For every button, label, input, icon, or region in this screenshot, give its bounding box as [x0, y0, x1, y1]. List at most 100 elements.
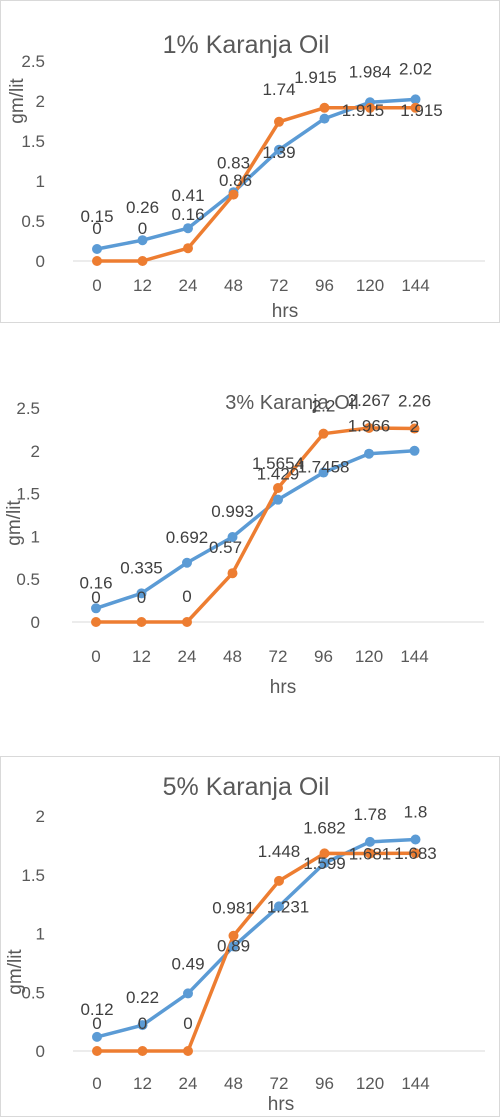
y-tick-label: 0: [31, 613, 40, 632]
y-tick-label: 1: [36, 172, 45, 191]
x-tick-label: 12: [133, 1074, 152, 1093]
data-label: 0.981: [212, 899, 255, 918]
data-label: 1.448: [258, 842, 301, 861]
y-tick-label: 0.5: [16, 570, 40, 589]
data-label: 0.12: [80, 1000, 113, 1019]
data-label: 1.5654: [252, 454, 304, 473]
data-label: 1.74: [262, 80, 295, 99]
data-label: 0.83: [217, 154, 250, 173]
series-line-1: [96, 97, 416, 251]
data-label: 0.89: [217, 936, 250, 955]
data-point: [183, 243, 193, 254]
data-point: [410, 94, 421, 105]
data-label: 0.16: [79, 573, 112, 592]
x-axis-label: hrs: [268, 1094, 294, 1115]
data-point: [92, 244, 102, 254]
data-point: [227, 531, 238, 542]
data-point: [319, 102, 330, 113]
x-tick-label: 24: [178, 647, 197, 666]
data-point: [274, 875, 284, 886]
data-label: 0: [137, 588, 146, 607]
data-label: 1.8: [404, 803, 428, 822]
data-label: 0: [91, 588, 100, 607]
x-tick-label: 48: [224, 1074, 243, 1093]
chart-panel-1: 1% Karanja Oil 0 0.5 1 1.5 2 2.5 0 12 24 48 72 96 12…: [0, 0, 500, 323]
data-label: 0.26: [126, 198, 159, 217]
data-label: 0.15: [80, 207, 113, 226]
data-point: [274, 116, 284, 127]
series-line-1: [95, 449, 415, 610]
data-point: [274, 901, 284, 912]
x-axis-label: hrs: [272, 301, 298, 322]
y-tick-label: 2: [36, 807, 45, 826]
x-tick-label: 0: [91, 647, 100, 666]
data-label: 2.26: [398, 392, 431, 411]
data-point: [183, 223, 193, 234]
x-tick-label: 72: [269, 647, 288, 666]
data-label: 1.681: [349, 844, 392, 863]
x-tick-label: 144: [401, 276, 429, 295]
data-label: 1.915: [294, 68, 337, 87]
data-label: 1.599: [303, 854, 346, 873]
data-point: [410, 102, 421, 113]
data-point: [137, 1046, 148, 1056]
x-tick-label: 72: [270, 1074, 289, 1093]
data-point: [364, 448, 374, 459]
data-label: 0: [92, 1014, 101, 1033]
x-tick-label: 24: [179, 1074, 198, 1093]
plot-area: 0 0.5 1 1.5 2 0 12 24 48 72 96 120 144 0.12 0.22 0.49 0.…: [21, 803, 485, 1093]
data-point: [91, 603, 101, 614]
y-tick-label: 0.5: [21, 212, 45, 231]
data-point: [274, 144, 284, 155]
data-point: [137, 1020, 148, 1031]
y-axis-label: gm/lit: [5, 949, 26, 995]
chart-title: 5% Karanja Oil: [163, 773, 330, 801]
chart-2-svg: 3% Karanja Oil 0 0.5 1 1.5 2 2.5 0 12 24 48 72 96 12…: [4, 391, 484, 698]
data-point: [273, 483, 283, 494]
data-label: 1.915: [400, 101, 443, 120]
x-tick-label: 24: [179, 276, 198, 295]
data-label: 0.993: [211, 502, 254, 521]
data-point: [136, 588, 147, 599]
data-point: [183, 988, 193, 999]
data-label: 0.16: [171, 205, 204, 224]
y-axis-label: gm/lit: [7, 78, 28, 124]
data-point: [92, 1046, 102, 1056]
data-point: [319, 848, 330, 859]
data-point: [319, 113, 330, 124]
chart-1-svg: 1% Karanja Oil 0 0.5 1 1.5 2 2.5 0 12 24 48 72 96 12…: [7, 31, 485, 322]
data-point: [137, 256, 148, 266]
data-label: 0: [183, 1014, 192, 1033]
y-tick-label: 1: [31, 527, 40, 546]
x-tick-label: 12: [132, 647, 151, 666]
data-point: [136, 617, 147, 627]
data-point: [318, 467, 329, 478]
data-label: 2.2: [312, 397, 336, 416]
y-tick-label: 1.5: [21, 866, 45, 885]
data-label: 1.683: [394, 844, 437, 863]
data-point: [319, 858, 330, 869]
y-tick-label: 2: [36, 92, 45, 111]
data-label: 1.984: [349, 62, 392, 81]
data-label: 1.78: [353, 805, 386, 824]
series-line-2: [97, 851, 416, 1053]
x-tick-label: 144: [400, 647, 428, 666]
data-label: 2.267: [348, 391, 391, 410]
data-label: 1.231: [267, 897, 310, 916]
x-tick-label: 12: [133, 276, 152, 295]
x-axis-label: hrs: [270, 677, 296, 698]
data-label: 1.915: [342, 101, 385, 120]
chart-title: 1% Karanja Oil: [163, 31, 330, 59]
data-point: [228, 189, 239, 200]
data-point: [273, 494, 283, 505]
y-tick-label: 2.5: [16, 399, 40, 418]
x-tick-label: 120: [355, 647, 383, 666]
y-axis-label: gm/lit: [4, 500, 25, 546]
chart-title: 3% Karanja Oil: [225, 392, 358, 414]
x-tick-label: 96: [315, 1074, 334, 1093]
x-tick-label: 72: [270, 276, 289, 295]
data-point: [227, 568, 238, 579]
data-point: [182, 617, 192, 627]
data-label: 2: [410, 417, 419, 436]
plot-area: 00.511.522.50 12 24 48 72 96 120 1440.160.3350.…: [16, 391, 484, 666]
